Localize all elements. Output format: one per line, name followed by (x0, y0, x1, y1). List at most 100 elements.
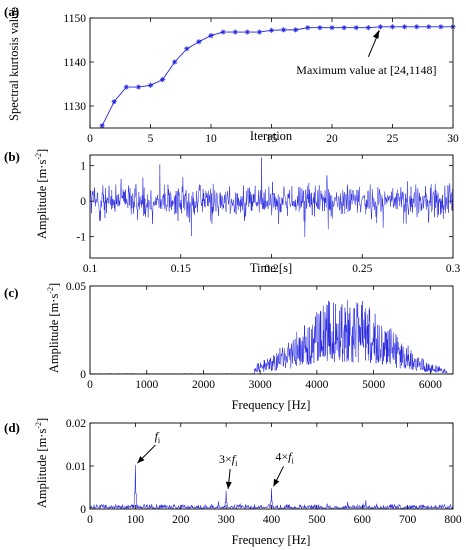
data-point (184, 46, 190, 52)
data-point (244, 29, 250, 35)
x-tick-label: 200 (172, 514, 190, 526)
plot-area-d: 0 100 200 300 400 500 600 700 800 0 0.01 0.02 fi 3×fi… (66, 418, 462, 526)
plot-area-c: 0 1000 2000 3000 4000 5000 6000 0 0.05 (66, 281, 454, 391)
axes-frame (89, 285, 454, 375)
data-point (389, 24, 396, 30)
ylabel-b-sup: -2 (34, 153, 43, 160)
data-point (414, 24, 420, 30)
data-point (123, 84, 129, 90)
data-point (99, 123, 105, 129)
y-tick-label: 0 (80, 196, 86, 208)
signal-trace (90, 157, 453, 238)
y-tick-label: 1 (80, 161, 86, 173)
y-tick-label: 0 (80, 504, 86, 516)
x-tick-label: 5 (148, 133, 154, 145)
annotation-arrow-head (372, 29, 380, 39)
data-point (196, 39, 202, 45)
panel-d: (d) Amplitude [m·s-2] Frequency [Hz] 0 10… (4, 418, 462, 547)
envelope-spectrum-trace (90, 465, 453, 509)
panel-b: (b) Amplitude [m·s-2] Time [s] 0.1 0.15 0.… (4, 149, 460, 275)
annotation: Maximum value at [24,1148] (296, 29, 437, 77)
data-point (220, 29, 226, 35)
data-point (353, 25, 359, 31)
ylabel-b-end: ] (35, 149, 49, 153)
plot-area-b: 0.1 0.15 0.2 0.25 0.3 -1 0 1 (76, 154, 460, 275)
x-tick-label: 100 (127, 514, 145, 526)
peak-annotation: 4×fi (273, 449, 294, 487)
data-point (341, 25, 347, 31)
xlabel-a: Iteration (250, 129, 293, 143)
data-point (317, 25, 323, 31)
y-tick-label: 0 (80, 369, 86, 381)
x-tick-label: 500 (308, 514, 326, 526)
data-point (293, 27, 299, 33)
y-tick-label: 0.02 (66, 418, 86, 430)
panel-label-d: (d) (4, 420, 20, 435)
panel-label-a: (a) (4, 4, 19, 19)
x-tick-label: 25 (387, 133, 399, 145)
data-point (402, 24, 408, 30)
xlabel-d: Frequency [Hz] (232, 533, 311, 547)
spectrum-trace (90, 299, 453, 374)
axis-ticks: 0.1 0.15 0.2 0.25 0.3 -1 0 1 (76, 155, 460, 275)
data-point (135, 84, 141, 90)
xlabel-c: Frequency [Hz] (232, 398, 311, 412)
data-point (256, 29, 262, 35)
annotation-label: 4×fi (275, 449, 294, 465)
panel-a: (a) Spectral kurtosis value Iteration 0 5… (4, 4, 459, 145)
ylabel-a: Spectral kurtosis value (7, 7, 21, 121)
axis-ticks: 0 100 200 300 400 500 600 700 800 0 0.01 0.02 (66, 418, 462, 526)
data-point (208, 33, 214, 39)
data-point (281, 27, 287, 33)
x-tick-label: 300 (218, 514, 236, 526)
ylabel-c-end: ] (47, 283, 61, 287)
y-tick-label: 0.05 (66, 281, 86, 293)
x-tick-label: 0 (87, 514, 93, 526)
y-tick-label: 1130 (63, 101, 86, 113)
x-tick-label: 0.3 (446, 263, 461, 275)
annotation-arrow-head (137, 456, 145, 464)
x-tick-label: 6000 (419, 379, 442, 391)
x-tick-label: 800 (444, 514, 462, 526)
y-tick-label: 1140 (63, 57, 86, 69)
xlabel-b: Time [s] (250, 261, 292, 275)
data-point (438, 24, 444, 30)
data-point (268, 27, 275, 33)
axis-ticks: 0 5 10 15 20 25 30 1130 1140 1150 (63, 13, 459, 145)
panel-label-c: (c) (4, 285, 18, 300)
peak-annotation: 3×fi (219, 452, 238, 489)
x-tick-label: 10 (205, 133, 217, 145)
axis-ticks: 0 1000 2000 3000 4000 5000 6000 0 0.05 (66, 281, 453, 391)
x-tick-label: 3000 (249, 379, 272, 391)
x-tick-label: 5000 (362, 379, 385, 391)
x-tick-label: 400 (263, 514, 281, 526)
data-point (147, 82, 154, 88)
x-tick-label: 15 (266, 133, 278, 145)
annotation-label: 3×fi (219, 452, 238, 468)
peak-annotation: fi (137, 429, 161, 464)
x-tick-label: 0.25 (352, 263, 372, 275)
x-tick-label: 0.2 (264, 263, 279, 275)
x-tick-label: 2000 (192, 379, 215, 391)
data-point (365, 25, 371, 31)
plot-area-a: 0 5 10 15 20 25 30 1130 1140 1150 Maximum value at… (63, 13, 459, 145)
x-tick-label: 600 (354, 514, 372, 526)
annotation-text: Maximum value at [24,1148] (296, 63, 436, 77)
x-tick-label: 0.15 (171, 263, 191, 275)
ylabel-d-sup: -2 (34, 422, 43, 429)
x-tick-label: 0 (87, 379, 93, 391)
ylabel-d: Amplitude [m·s-2] (34, 418, 49, 508)
panel-c: (c) Amplitude [m·s-2] Frequency [Hz] 0 10… (4, 281, 454, 412)
x-tick-label: 20 (326, 133, 338, 145)
annotation-label: fi (155, 429, 161, 445)
data-point (329, 25, 335, 31)
annotation-arrow-head (273, 478, 280, 487)
ylabel-b: Amplitude [m·s-2] (34, 149, 49, 239)
y-tick-label: 0.01 (66, 461, 86, 473)
x-tick-label: 0.1 (83, 263, 98, 275)
data-point (232, 29, 238, 35)
ylabel-c-main: Amplitude [m·s (47, 294, 61, 374)
axes-frame (89, 154, 454, 259)
ylabel-b-main: Amplitude [m·s (35, 160, 49, 240)
